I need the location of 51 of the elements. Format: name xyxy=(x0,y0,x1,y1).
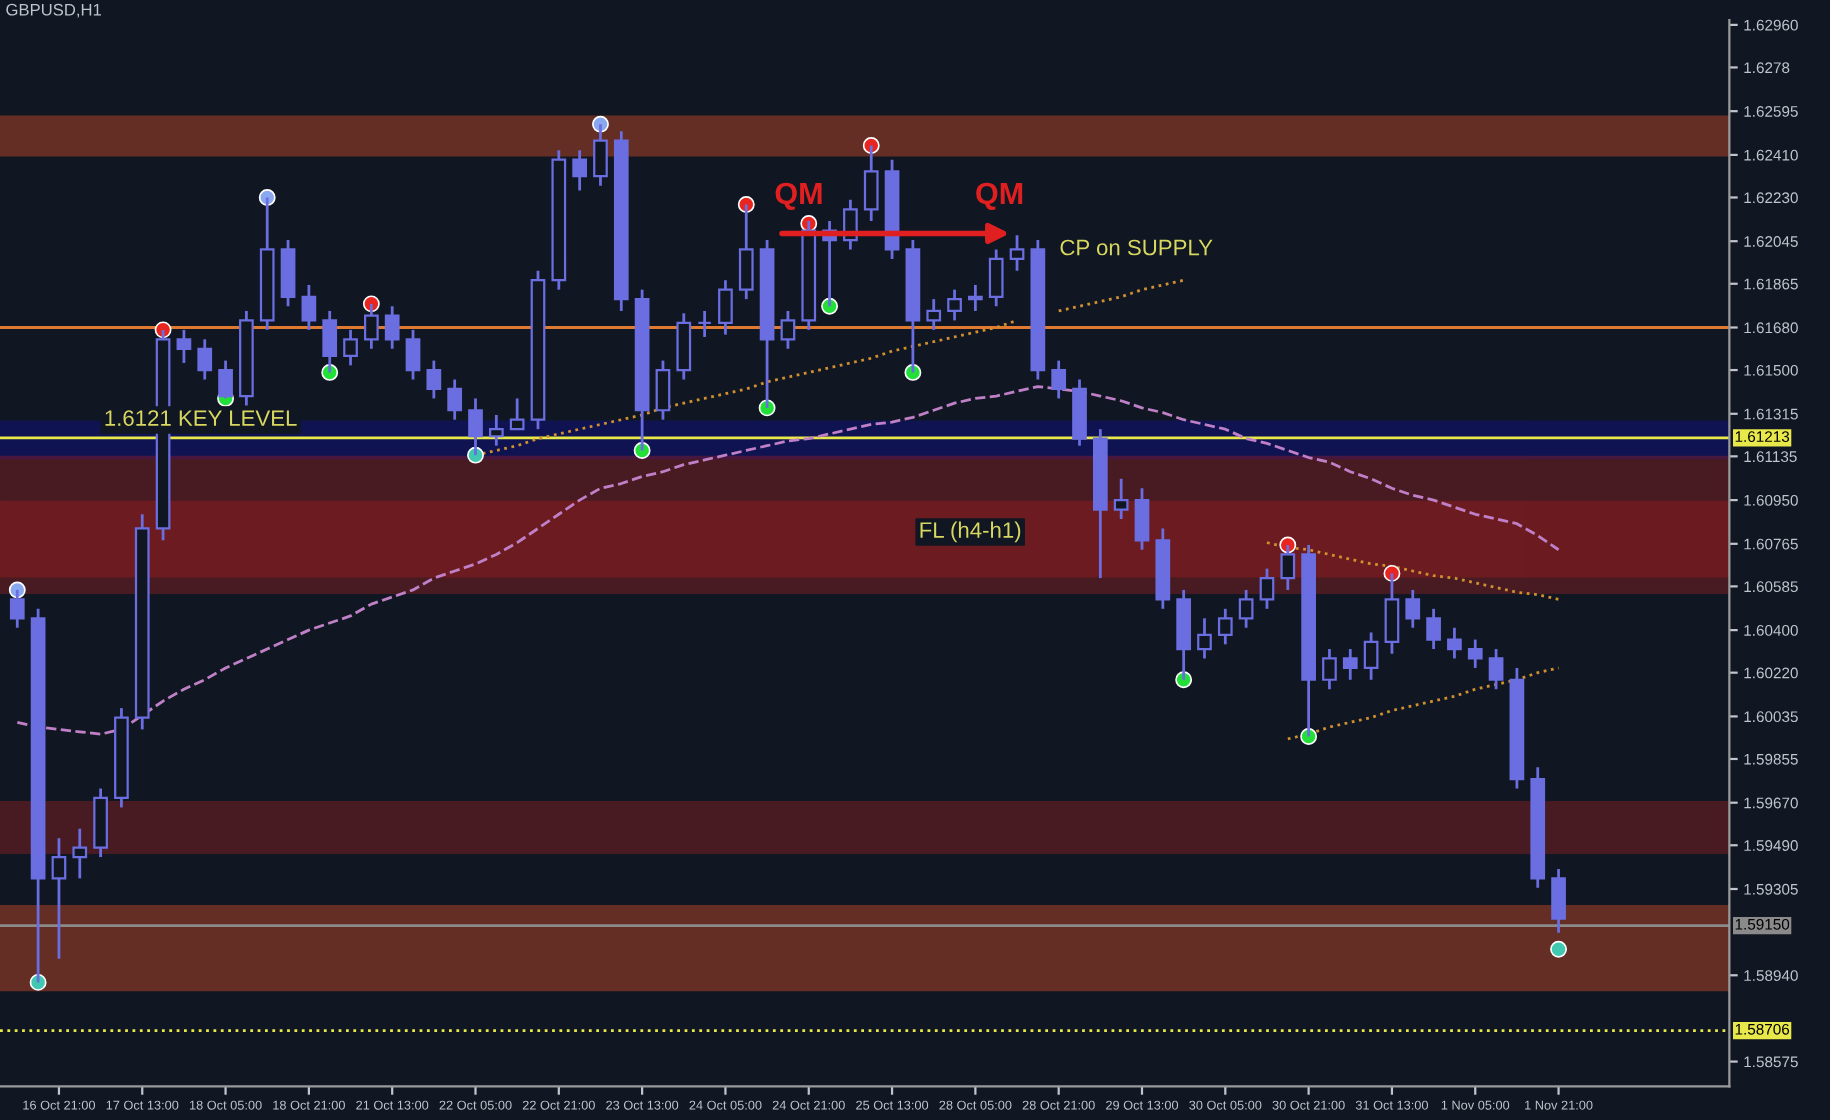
candlestick xyxy=(1009,233,1025,273)
point xyxy=(1383,564,1401,582)
candlestick xyxy=(1259,567,1275,611)
candlestick xyxy=(676,311,692,381)
candlestick xyxy=(988,248,1004,308)
candlestick xyxy=(1426,607,1441,651)
candlestick xyxy=(1447,626,1462,660)
candlestick xyxy=(1322,647,1337,691)
point xyxy=(154,321,172,339)
candlestick xyxy=(343,328,358,367)
candlestick xyxy=(1113,477,1129,521)
point xyxy=(758,399,776,417)
candlestick xyxy=(1488,647,1504,691)
candlestick xyxy=(947,288,962,322)
candlestick xyxy=(655,359,671,422)
annotation: 1.6121 KEY LEVEL xyxy=(105,410,297,426)
candlestick xyxy=(1363,631,1379,682)
chart-title: GBPUSD,H1 xyxy=(6,3,101,18)
candlestick xyxy=(780,309,796,351)
candlestick xyxy=(1238,588,1254,630)
candlestick xyxy=(509,397,525,431)
candlestick xyxy=(447,378,463,422)
candlestick xyxy=(1051,359,1067,400)
candlestick xyxy=(697,309,712,339)
candlestick xyxy=(384,304,400,351)
candlestick xyxy=(968,283,983,313)
candlestick xyxy=(176,328,192,365)
point xyxy=(904,363,922,381)
annotation: FL (h4-h1) xyxy=(920,521,1021,543)
point xyxy=(1550,940,1568,958)
candlestick xyxy=(572,148,587,192)
candlestick xyxy=(1197,616,1212,660)
candlestick xyxy=(72,827,88,880)
annotation: QM xyxy=(976,182,1023,210)
candlestick xyxy=(1342,647,1358,682)
candlestick xyxy=(1134,486,1150,552)
candlestick xyxy=(1217,607,1233,646)
candlestick xyxy=(1551,867,1566,935)
candlestick xyxy=(1405,588,1421,630)
candlestick xyxy=(405,328,421,381)
candlestick xyxy=(197,337,213,381)
annotation: CP on SUPPLY xyxy=(1060,239,1213,256)
annotation: QM xyxy=(775,182,822,210)
candlestick xyxy=(1467,638,1483,670)
candlestick xyxy=(926,297,942,332)
candlestick xyxy=(426,359,442,400)
candlestick xyxy=(301,283,317,332)
candlestick xyxy=(280,238,296,308)
candlestick xyxy=(488,413,504,448)
candlestick xyxy=(51,836,67,961)
candlestick xyxy=(718,278,733,336)
